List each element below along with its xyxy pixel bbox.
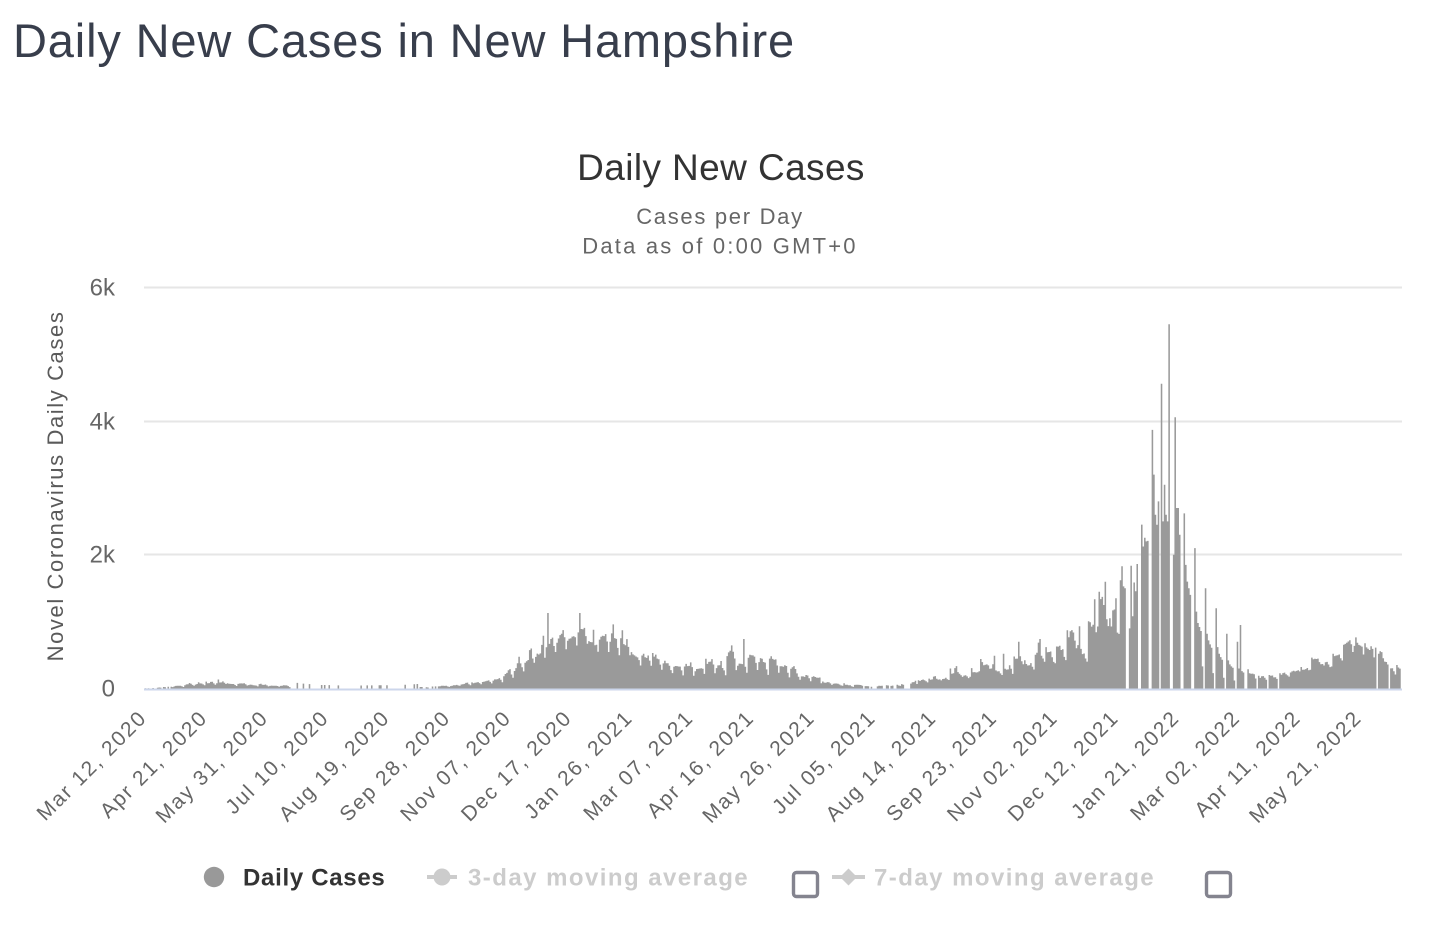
svg-text:3-day moving average: 3-day moving average: [468, 865, 749, 892]
svg-text:7-day moving average: 7-day moving average: [874, 865, 1155, 892]
svg-text:4k: 4k: [90, 409, 116, 436]
svg-text:6k: 6k: [90, 275, 116, 302]
svg-text:0: 0: [102, 676, 115, 703]
svg-text:Daily New Cases: Daily New Cases: [577, 147, 865, 188]
svg-text:Novel Coronavirus Daily Cases: Novel Coronavirus Daily Cases: [43, 311, 68, 662]
svg-text:Daily Cases: Daily Cases: [243, 865, 385, 892]
svg-text:Cases per Day: Cases per Day: [636, 204, 804, 229]
svg-text:2k: 2k: [90, 542, 116, 569]
svg-text:Data as of 0:00 GMT+0: Data as of 0:00 GMT+0: [582, 234, 857, 259]
